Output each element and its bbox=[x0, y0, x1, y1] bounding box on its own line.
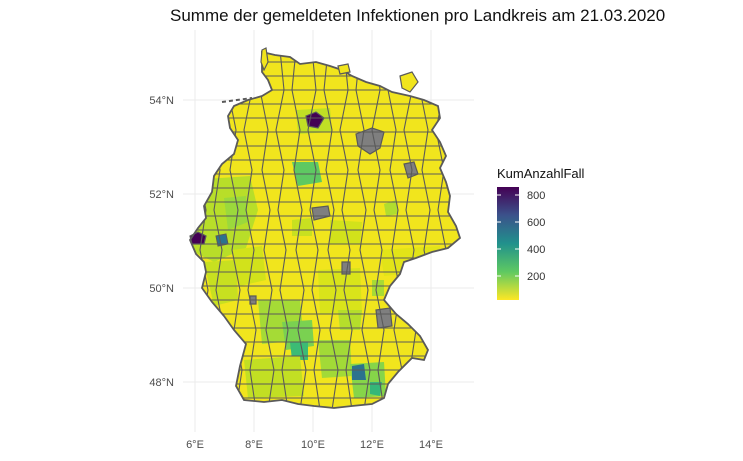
x-tick-12e: 12°E bbox=[360, 439, 384, 451]
island-fehmarn bbox=[337, 63, 351, 75]
x-tick-10e: 10°E bbox=[301, 439, 325, 451]
y-tick-54n: 54°N bbox=[149, 95, 174, 107]
legend: KumAnzahlFall 800 600 400 200 bbox=[497, 166, 585, 300]
district-bw-south bbox=[244, 356, 304, 398]
legend-title: KumAnzahlFall bbox=[497, 166, 585, 181]
district-rosenheim bbox=[370, 382, 382, 396]
y-tick-52n: 52°N bbox=[149, 189, 174, 201]
district-schwaben bbox=[318, 340, 352, 378]
legend-label-600: 600 bbox=[527, 217, 545, 229]
legend-label-200: 200 bbox=[527, 271, 545, 283]
district-franken bbox=[318, 268, 362, 314]
y-tick-50n: 50°N bbox=[149, 283, 174, 295]
legend-colorbar bbox=[497, 187, 519, 300]
x-tick-8e: 8°E bbox=[245, 439, 263, 451]
district-erzgebirge bbox=[372, 280, 384, 296]
island-east-frisia bbox=[221, 97, 253, 103]
district-missing-bayern-east bbox=[375, 307, 393, 329]
district-goettingen bbox=[292, 218, 312, 236]
germany-map bbox=[188, 47, 462, 409]
y-tick-48n: 48°N bbox=[149, 377, 174, 389]
district-hessen-west bbox=[232, 246, 266, 286]
island-ruegen bbox=[399, 71, 419, 93]
district-nrw-mid bbox=[224, 196, 248, 230]
legend-label-400: 400 bbox=[527, 244, 545, 256]
district-borders bbox=[190, 52, 460, 408]
district-berlin-area bbox=[384, 200, 398, 216]
legend-label-800: 800 bbox=[527, 190, 545, 202]
x-tick-6e: 6°E bbox=[186, 439, 204, 451]
district-muenchen bbox=[352, 364, 366, 380]
island-sylt bbox=[260, 47, 269, 72]
chart-title: Summe der gemeldeten Infektionen pro Lan… bbox=[170, 6, 666, 25]
germany-outline bbox=[188, 50, 462, 409]
x-tick-14e: 14°E bbox=[419, 439, 443, 451]
